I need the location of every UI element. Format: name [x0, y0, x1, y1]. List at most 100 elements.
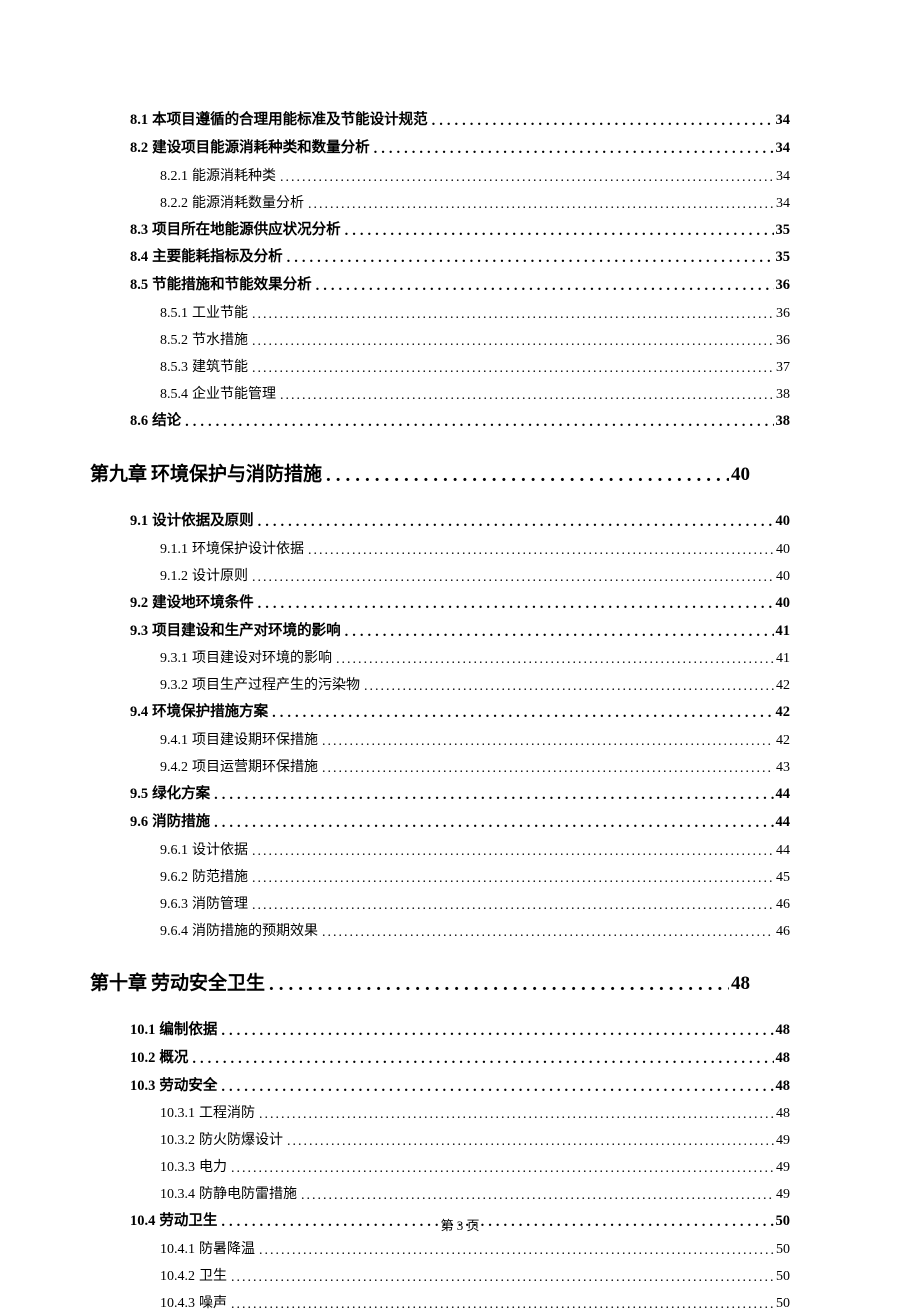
toc-entry-page: 48	[774, 1103, 790, 1124]
toc-entry-page: 40	[774, 539, 790, 560]
toc-entry: 10.4.2卫生................................…	[130, 1266, 790, 1287]
toc-entry-number: 8.1	[130, 110, 148, 132]
toc-entry-title: 防暑降温	[199, 1239, 259, 1260]
toc-entry-number: 第十章	[90, 970, 147, 999]
toc-leader-dots: ........................................…	[221, 1077, 773, 1099]
toc-leader-dots: ........................................…	[269, 971, 729, 1000]
toc-entry: 第十章劳动安全卫生...............................…	[90, 970, 750, 999]
toc-entry-title: 环境保护设计依据	[192, 539, 308, 560]
toc-leader-dots: ........................................…	[214, 813, 773, 835]
toc-entry: 8.3项目所在地能源供应状况分析........................…	[130, 220, 790, 242]
toc-entry-title: 建筑节能	[192, 357, 252, 378]
toc-entry-number: 8.5.2	[160, 330, 188, 351]
toc-entry: 9.1.2设计原则...............................…	[130, 566, 790, 587]
toc-entry-title: 消防管理	[192, 894, 252, 915]
toc-entry-number: 9.6.2	[160, 867, 188, 888]
toc-entry: 10.4.1防暑降温..............................…	[130, 1239, 790, 1260]
toc-entry-page: 50	[774, 1293, 790, 1314]
toc-entry: 8.5.3建筑节能...............................…	[130, 357, 790, 378]
toc-entry-number: 8.3	[130, 220, 148, 242]
toc-entry: 9.1.1环境保护设计依据...........................…	[130, 539, 790, 560]
toc-entry: 8.5节能措施和节能效果分析..........................…	[130, 275, 790, 297]
toc-entry-number: 8.5.4	[160, 384, 188, 405]
toc-entry-number: 8.2.2	[160, 193, 188, 214]
toc-entry-title: 卫生	[199, 1266, 231, 1287]
toc-entry-title: 消防措施的预期效果	[192, 921, 322, 942]
toc-leader-dots: ........................................…	[308, 540, 774, 561]
toc-entry-title: 防范措施	[192, 867, 252, 888]
toc-entry-page: 49	[774, 1157, 790, 1178]
toc-entry-page: 36	[774, 330, 790, 351]
toc-entry: 8.4主要能耗指标及分析............................…	[130, 247, 790, 269]
toc-entry: 第九章环境保护与消防措施............................…	[90, 461, 750, 490]
toc-entry: 10.2概况..................................…	[130, 1048, 790, 1070]
toc-entry-number: 9.6	[130, 812, 148, 834]
toc-entry-title: 防火防爆设计	[199, 1130, 287, 1151]
toc-leader-dots: ........................................…	[280, 167, 774, 188]
toc-entry-number: 9.4.1	[160, 730, 188, 751]
toc-entry-number: 8.2	[130, 138, 148, 160]
toc-entry-page: 46	[774, 921, 790, 942]
toc-entry-title: 能源消耗种类	[192, 166, 280, 187]
toc-entry-number: 8.5	[130, 275, 148, 297]
toc-entry-number: 10.3.1	[160, 1103, 195, 1124]
toc-leader-dots: ........................................…	[252, 358, 774, 379]
toc-entry-title: 项目建设和生产对环境的影响	[152, 621, 345, 643]
toc-leader-dots: ........................................…	[374, 139, 774, 161]
toc-entry-page: 40	[774, 511, 791, 533]
toc-entry-page: 34	[774, 193, 790, 214]
toc-entry-number: 10.4.1	[160, 1239, 195, 1260]
toc-leader-dots: ........................................…	[287, 248, 774, 270]
toc-entry-title: 设计依据及原则	[152, 511, 258, 533]
toc-entry: 8.6结论...................................…	[130, 411, 790, 433]
toc-leader-dots: ........................................…	[316, 276, 774, 298]
toc-leader-dots: ........................................…	[322, 731, 774, 752]
toc-entry-page: 42	[774, 675, 790, 696]
toc-entry: 10.3.2防火防爆设计............................…	[130, 1130, 790, 1151]
toc-entry: 8.5.4企业节能管理.............................…	[130, 384, 790, 405]
toc-entry: 9.4.1 项目建设期环保措施.........................…	[130, 730, 790, 751]
toc-entry-page: 42	[774, 702, 791, 724]
toc-entry-title: 编制依据	[159, 1020, 221, 1042]
toc-entry: 8.2.1能源消耗种类.............................…	[130, 166, 790, 187]
toc-leader-dots: ........................................…	[259, 1240, 774, 1261]
toc-leader-dots: ........................................…	[252, 304, 774, 325]
toc-entry-number: 10.4.3	[160, 1293, 195, 1314]
toc-leader-dots: ........................................…	[322, 922, 774, 943]
toc-leader-dots: ........................................…	[272, 703, 773, 725]
toc-leader-dots: ........................................…	[308, 194, 774, 215]
toc-entry: 9.1设计依据及原则..............................…	[130, 511, 790, 533]
toc-leader-dots: ........................................…	[326, 462, 729, 491]
toc-entry-page: 36	[774, 303, 790, 324]
toc-entry-title: 节能措施和节能效果分析	[152, 275, 316, 297]
toc-entry: 10.1 编制依据...............................…	[130, 1020, 790, 1042]
toc-entry-title: 工程消防	[199, 1103, 259, 1124]
toc-entry-page: 48	[729, 970, 750, 999]
toc-entry-title: 项目建设对环境的影响	[192, 648, 336, 669]
toc-entry-title: 防静电防雷措施	[199, 1184, 301, 1205]
toc-entry-title: 建设项目能源消耗种类和数量分析	[152, 138, 374, 160]
toc-entry: 9.6.3消防管理...............................…	[130, 894, 790, 915]
toc-entry-number: 9.3.2	[160, 675, 188, 696]
toc-entry-title: 设计原则	[192, 566, 252, 587]
toc-entry-number: 9.1.1	[160, 539, 188, 560]
toc-entry-title: 劳动安全卫生	[151, 970, 269, 999]
toc-entry-page: 48	[774, 1020, 791, 1042]
toc-entry: 10.4.3噪声................................…	[130, 1293, 790, 1314]
toc-entry-page: 34	[774, 138, 791, 160]
toc-entry: 9.6消防措施.................................…	[130, 812, 790, 834]
toc-entry-number: 9.6.1	[160, 840, 188, 861]
toc-leader-dots: ........................................…	[258, 594, 774, 616]
toc-entry-page: 43	[774, 757, 790, 778]
toc-entry: 9.3.2 项目生产过程产生的污染物......................…	[130, 675, 790, 696]
toc-leader-dots: ........................................…	[231, 1158, 774, 1179]
toc-entry-title: 电力	[199, 1157, 231, 1178]
toc-leader-dots: ........................................…	[185, 412, 773, 434]
toc-entry: 10.3.4防静电防雷措施...........................…	[130, 1184, 790, 1205]
toc-entry: 9.3.1 项目建设对环境的影响........................…	[130, 648, 790, 669]
toc-leader-dots: ........................................…	[345, 221, 774, 243]
toc-entry: 9.4.2 项目运营期环保措施.........................…	[130, 757, 790, 778]
toc-entry: 9.6.4消防措施的预期效果..........................…	[130, 921, 790, 942]
toc-entry-number: 10.3	[130, 1076, 155, 1098]
toc-entry-number: 10.3.2	[160, 1130, 195, 1151]
